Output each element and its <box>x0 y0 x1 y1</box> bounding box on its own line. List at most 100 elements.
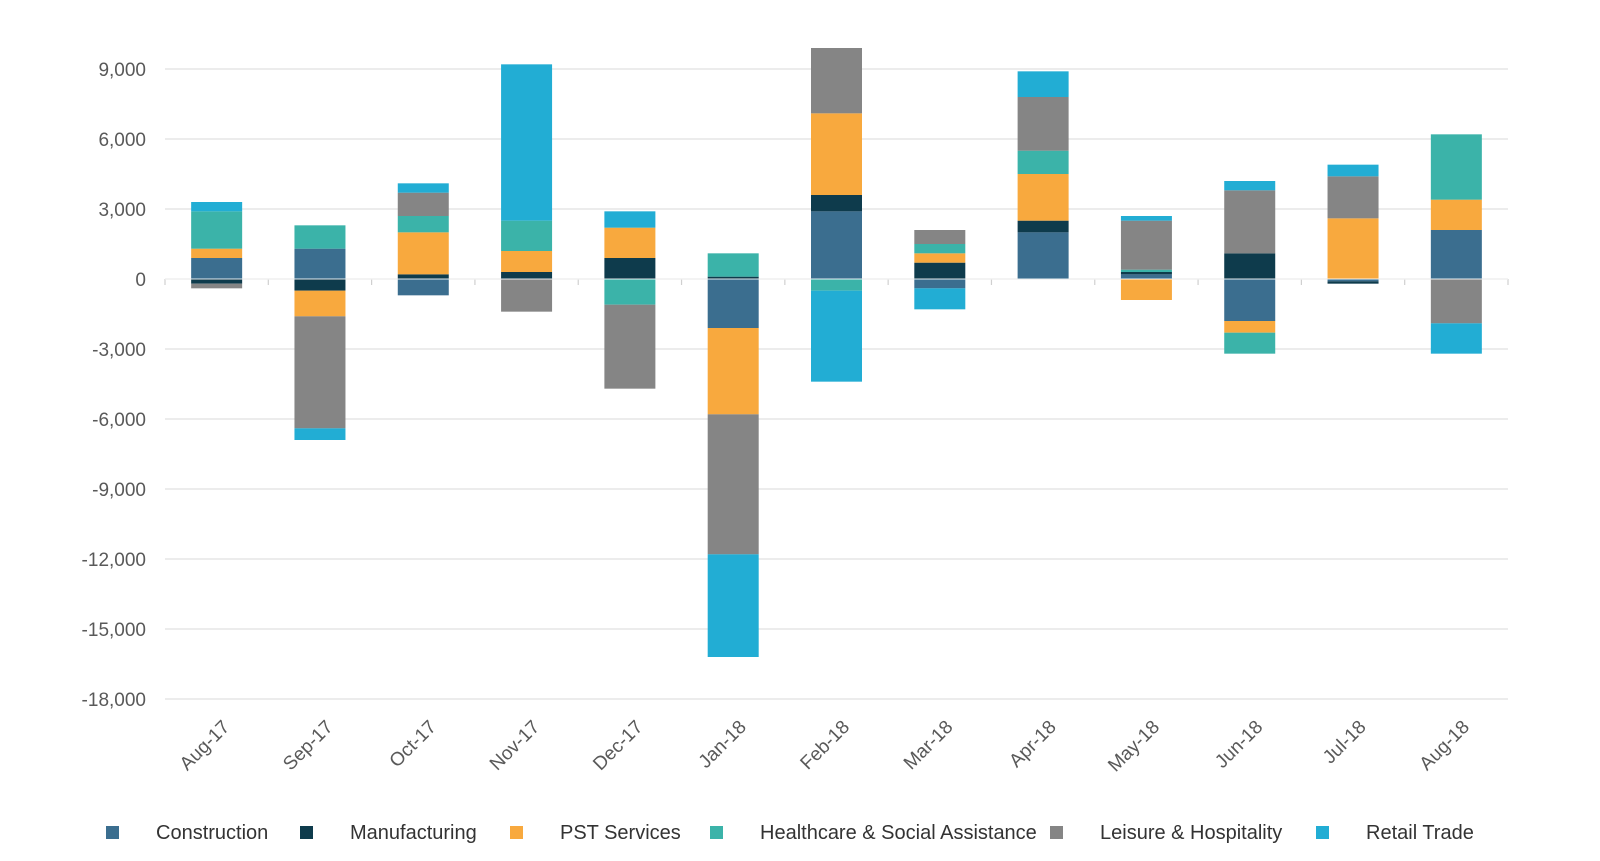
bar-segment <box>1120 216 1172 221</box>
bar-segment <box>397 274 449 279</box>
bar-segment <box>1430 279 1482 324</box>
bar-stack-apr-18 <box>1017 71 1069 279</box>
bar-segment <box>811 195 862 212</box>
bar-segment <box>294 248 346 279</box>
x-tick-label: Sep-17 <box>279 717 337 775</box>
legend-label: PST Services <box>560 822 681 844</box>
bar-segment <box>1120 269 1172 272</box>
bar-segment <box>914 279 966 289</box>
bar-segment <box>1224 332 1276 354</box>
bar-segment <box>604 258 656 279</box>
bar-segment <box>1120 279 1172 300</box>
y-tick-label: 0 <box>135 270 146 291</box>
x-tick-label: Mar-18 <box>900 717 957 774</box>
bar-segment <box>1017 232 1069 279</box>
bar-segment <box>1327 164 1379 177</box>
bar-stack-aug-18 <box>1430 134 1482 354</box>
bars <box>165 48 1508 657</box>
x-tick-label: Aug-18 <box>1416 717 1474 775</box>
bar-segment <box>1017 174 1069 221</box>
legend-label: Healthcare & Social Assistance <box>760 822 1037 844</box>
bar-segment <box>604 279 656 305</box>
bar-segment <box>707 554 759 657</box>
bar-segment <box>191 279 243 284</box>
legend-swatch <box>300 826 313 839</box>
bar-stack-oct-17 <box>397 183 449 296</box>
bar-segment <box>914 244 966 254</box>
bar-stack-dec-17 <box>604 211 656 389</box>
bar-stack-mar-18 <box>914 230 966 310</box>
bar-segment <box>397 192 449 216</box>
bar-segment <box>191 202 243 212</box>
bar-stack-nov-17 <box>501 64 553 312</box>
y-axis-tick-labels: 9,000 6,000 3,000 0 -3,000 -6,000 -9,000 -12,00… <box>82 60 146 711</box>
bar-segment <box>1224 253 1276 279</box>
bar-segment <box>1120 272 1172 275</box>
x-axis-tick-labels: Aug-17 Sep-17 Oct-17 Nov-17 Dec-17 Jan-18 Feb-… <box>176 717 1474 777</box>
y-tick-label: -12,000 <box>82 550 146 571</box>
bar-segment <box>1120 274 1172 279</box>
bar-segment <box>1224 279 1276 321</box>
bar-segment <box>501 220 553 251</box>
bar-segment <box>501 279 553 312</box>
bar-segment <box>1327 176 1379 219</box>
bar-segment <box>397 232 449 275</box>
bar-segment <box>397 216 449 233</box>
bar-stack-jan-18 <box>707 253 759 657</box>
bar-segment <box>604 304 656 389</box>
bar-segment <box>707 253 759 277</box>
y-tick-label: -6,000 <box>92 410 146 431</box>
bar-segment <box>1430 230 1482 279</box>
bar-segment <box>604 211 656 228</box>
bar-stack-jul-18 <box>1327 164 1379 284</box>
bar-segment <box>501 251 553 272</box>
bar-segment <box>1327 218 1379 279</box>
bar-segment <box>811 211 862 279</box>
legend-swatch <box>106 826 119 839</box>
bar-segment <box>294 290 346 317</box>
bar-segment <box>294 428 346 440</box>
bar-segment <box>294 279 346 291</box>
bar-segment <box>707 279 759 328</box>
y-tick-label: 9,000 <box>98 60 146 81</box>
bar-segment <box>914 230 966 244</box>
bar-segment <box>294 316 346 429</box>
bar-segment <box>1224 190 1276 254</box>
legend-swatch <box>1050 826 1063 839</box>
x-tick-label: Jun-18 <box>1211 717 1267 773</box>
bar-segment <box>1017 71 1069 97</box>
bar-segment <box>914 288 966 310</box>
bar-segment <box>811 113 862 195</box>
bar-stack-aug-17 <box>191 202 243 289</box>
bar-segment <box>1017 150 1069 174</box>
bar-segment <box>1224 181 1276 191</box>
legend-swatch <box>1316 826 1329 839</box>
bar-stack-jun-18 <box>1224 181 1276 354</box>
bar-segment <box>1224 321 1276 333</box>
x-tick-label: Apr-18 <box>1005 717 1060 772</box>
legend-swatch <box>710 826 723 839</box>
x-tick-label: Jul-18 <box>1319 717 1370 768</box>
bar-segment <box>1017 97 1069 151</box>
bar-segment <box>294 225 346 249</box>
bar-segment <box>191 283 243 289</box>
x-tick-label: Feb-18 <box>797 717 854 774</box>
y-tick-label: -15,000 <box>82 620 146 641</box>
bar-segment <box>914 253 966 263</box>
y-tick-label: 6,000 <box>98 130 146 151</box>
x-tick-label: Nov-17 <box>486 717 544 775</box>
x-tick-label: Oct-17 <box>386 717 441 772</box>
y-tick-label: 3,000 <box>98 200 146 221</box>
bar-segment <box>1327 281 1379 284</box>
bar-segment <box>811 48 862 114</box>
bar-segment <box>914 262 966 279</box>
legend: Construction Manufacturing PST Services Hea… <box>106 822 1474 844</box>
bar-segment <box>397 279 449 296</box>
legend-label: Leisure & Hospitality <box>1100 822 1282 844</box>
x-tick-label: Dec-17 <box>589 717 647 775</box>
legend-label: Construction <box>156 822 268 844</box>
bar-segment <box>501 272 553 279</box>
bar-segment <box>1430 199 1482 230</box>
legend-label: Retail Trade <box>1366 822 1474 844</box>
